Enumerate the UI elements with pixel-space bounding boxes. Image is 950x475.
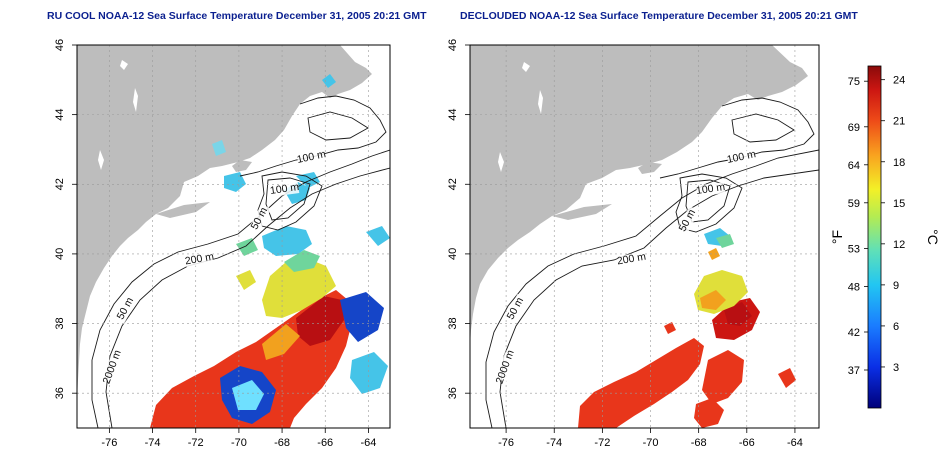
celsius-tick-label: 24 (893, 75, 905, 87)
latitude-tick-label: 46 (447, 39, 459, 51)
fahrenheit-tick-label: 42 (848, 327, 860, 339)
longitude-tick-label: -64 (787, 437, 803, 449)
fahrenheit-tick-label: 69 (848, 122, 860, 134)
raw-sst-map: -76 -74 -72 -70 -68 -66 -64 36 38 40 42 44 46 100 m 1… (54, 39, 391, 449)
latitude-tick-label: 38 (54, 317, 66, 329)
map-axis-ticks: -76 -74 -72 -70 -68 -66 -64 36 38 40 42 44 46 (447, 39, 803, 449)
latitude-tick-label: 42 (54, 178, 66, 190)
fahrenheit-tick-label: 59 (848, 198, 860, 210)
sst-cool-patch (262, 226, 312, 256)
longitude-tick-label: -64 (360, 437, 376, 449)
celsius-tick-label: 3 (893, 362, 899, 374)
celsius-tick-label: 21 (893, 116, 905, 128)
longitude-tick-label: -74 (546, 437, 562, 449)
longitude-tick-label: -70 (231, 437, 247, 449)
depth-contour-label: 200 m (184, 251, 215, 268)
latitude-tick-label: 40 (54, 248, 66, 260)
longitude-tick-label: -76 (101, 437, 117, 449)
latitude-tick-label: 36 (447, 387, 459, 399)
longitude-tick-label: -70 (643, 437, 659, 449)
longitude-tick-label: -66 (739, 437, 755, 449)
map-frame (76, 44, 391, 429)
sst-warm-patch (578, 338, 704, 428)
latitude-tick-label: 36 (54, 387, 66, 399)
latitude-tick-label: 42 (447, 178, 459, 190)
land-mass (77, 45, 372, 400)
longitude-tick-label: -68 (691, 437, 707, 449)
latitude-tick-label: 44 (54, 109, 66, 121)
depth-contour-label: 100 m (296, 148, 327, 166)
depth-contour-label: 100 m (695, 181, 726, 197)
fahrenheit-tick-label: 48 (848, 281, 860, 293)
latitude-tick-label: 46 (54, 39, 66, 51)
fahrenheit-tick-label: 64 (848, 160, 860, 172)
celsius-tick-label: 12 (893, 239, 905, 251)
celsius-tick-label: 6 (893, 321, 899, 333)
temperature-colorbar: 24 21 18 15 12 9 6 3 75 69 64 59 53 48 42 37 °F °C (829, 65, 941, 409)
longitude-tick-label: -76 (498, 437, 514, 449)
longitude-tick-label: -68 (274, 437, 290, 449)
fahrenheit-axis-label: °F (829, 230, 845, 244)
celsius-tick-label: 18 (893, 157, 905, 169)
fahrenheit-tick-label: 37 (848, 365, 860, 377)
map-frame (469, 44, 820, 429)
depth-contour-label: 200 m (616, 251, 647, 268)
longitude-tick-label: -72 (594, 437, 610, 449)
map-axis-ticks: -76 -74 -72 -70 -68 -66 -64 36 38 40 42 44 46 (54, 39, 376, 449)
left-map-title: RU COOL NOAA-12 Sea Surface Temperature … (47, 10, 427, 22)
celsius-tick-label: 15 (893, 198, 905, 210)
longitude-tick-label: -72 (188, 437, 204, 449)
fahrenheit-tick-label: 75 (848, 76, 860, 88)
sst-mid-patch (262, 258, 336, 318)
latitude-tick-label: 44 (447, 109, 459, 121)
right-map-title: DECLOUDED NOAA-12 Sea Surface Temperatur… (460, 10, 858, 22)
latitude-tick-label: 40 (447, 248, 459, 260)
depth-contour-label: 100 m (726, 148, 757, 166)
latitude-tick-label: 38 (447, 317, 459, 329)
depth-contour-label: 100 m (269, 181, 300, 197)
declouded-map-body (470, 45, 819, 428)
fahrenheit-tick-label: 53 (848, 243, 860, 255)
longitude-tick-label: -66 (317, 437, 333, 449)
celsius-tick-label: 9 (893, 280, 899, 292)
longitude-tick-label: -74 (145, 437, 161, 449)
celsius-axis-label: °C (925, 229, 941, 245)
